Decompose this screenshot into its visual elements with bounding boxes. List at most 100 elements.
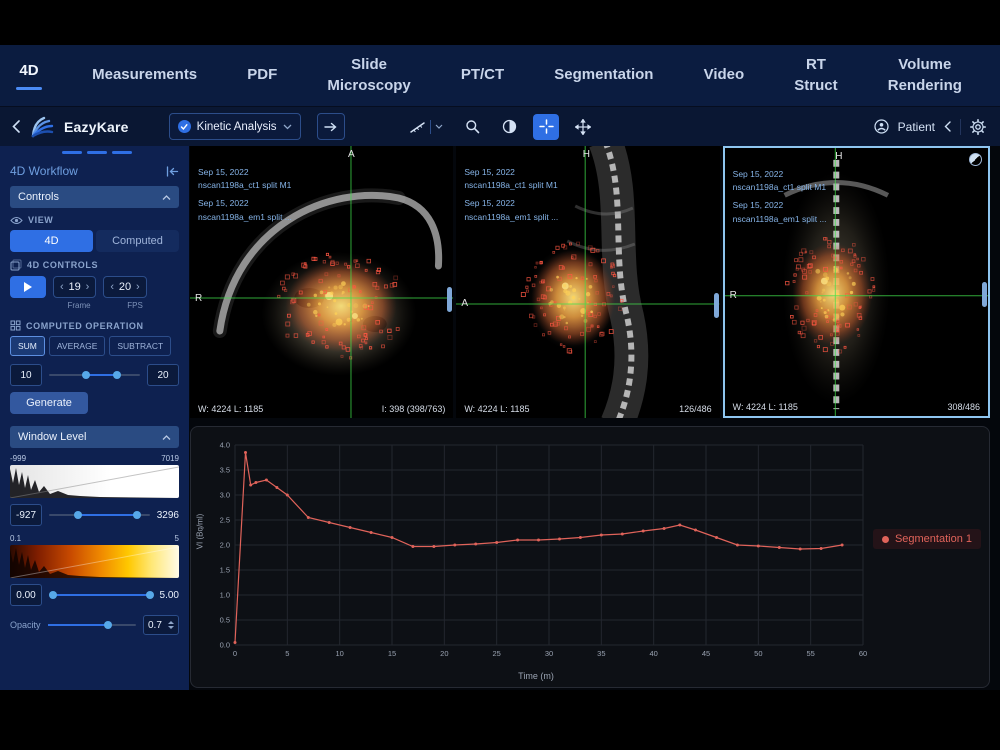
fps-stepper: ‹ 20 ›	[103, 276, 147, 298]
zoom-tool-button[interactable]	[459, 114, 485, 140]
view-mode-computed-button[interactable]: Computed	[96, 230, 179, 252]
crosshair-icon	[538, 119, 554, 134]
play-button[interactable]	[10, 276, 46, 298]
patient-info-icon[interactable]	[874, 119, 889, 134]
chart-x-axis-label: Time (m)	[518, 671, 554, 681]
fps-decrement-button[interactable]: ‹	[110, 281, 115, 293]
range-min-input[interactable]: 10	[10, 364, 42, 386]
pan-tool-button[interactable]	[570, 114, 596, 140]
fps-value[interactable]: 20	[118, 281, 132, 293]
frame-increment-button[interactable]: ›	[85, 281, 90, 293]
viewport-metadata: Sep 15, 2022 nscan1198a_ct1 split M1 Sep…	[732, 169, 827, 224]
orientation-marker-left: R	[729, 290, 737, 302]
slice-scrollbar[interactable]	[713, 292, 719, 318]
workflow-step-indicators	[62, 151, 179, 154]
pt-high-handle[interactable]	[146, 591, 155, 599]
crosshair-tool-button[interactable]	[533, 113, 559, 140]
back-chevron-icon[interactable]	[12, 120, 20, 133]
mpr-indicator-icon[interactable]	[968, 153, 982, 166]
svg-text:1.5: 1.5	[220, 566, 230, 575]
measure-tool-button[interactable]	[404, 114, 448, 140]
viewport-axial[interactable]: Sep 15, 2022 nscan1198a_ct1 split M1 Sep…	[190, 146, 454, 418]
viewport-coronal[interactable]: Sep 15, 2022 nscan1198a_ct1 split M1 Sep…	[722, 146, 990, 418]
patient-label[interactable]: Patient	[897, 119, 935, 134]
opacity-value[interactable]: 0.7	[148, 619, 162, 631]
generate-button[interactable]: Generate	[10, 392, 88, 414]
opacity-spinner[interactable]: 0.7	[143, 615, 179, 635]
svg-text:55: 55	[806, 649, 814, 658]
ct-high-handle[interactable]	[132, 511, 141, 519]
ct-window-low-input[interactable]: -927	[10, 504, 42, 526]
toolbar: EazyKare Kinetic Analysis	[0, 107, 1000, 146]
range-max-input[interactable]: 20	[147, 364, 179, 386]
tab-rt-struct[interactable]: RT Struct	[794, 56, 838, 94]
window-level-readout: W: 4224 L: 1185	[198, 404, 264, 414]
window-level-readout: W: 4224 L: 1185	[464, 404, 530, 414]
pt-window-high-value[interactable]: 5.00	[159, 589, 179, 601]
view-mode-4d-button[interactable]: 4D	[10, 230, 93, 252]
window-level-section-header[interactable]: Window Level	[10, 426, 179, 448]
medical-image-sagittal	[456, 146, 720, 418]
ct-histogram[interactable]	[10, 465, 179, 498]
subtract-button[interactable]: SUBTRACT	[109, 336, 172, 356]
tab-segmentation[interactable]: Segmentation	[554, 66, 654, 84]
workflow-select-value: Kinetic Analysis	[196, 120, 277, 133]
next-step-button[interactable]	[316, 113, 345, 140]
ct-window-slider[interactable]	[49, 509, 150, 521]
tab-4d[interactable]: 4D	[12, 61, 46, 89]
frame-decrement-button[interactable]: ‹	[60, 281, 64, 293]
time-activity-chart[interactable]: 0.0 0.5 1.0 1.5 2.0 2.5 3.0 3.5 4.0 0 5 10 15 20 25 30 3…	[205, 437, 873, 667]
workflow-select[interactable]: Kinetic Analysis	[168, 113, 301, 140]
opacity-decrement-icon[interactable]	[168, 626, 174, 629]
tab-slide-microscopy[interactable]: Slide Microscopy	[327, 56, 411, 94]
slice-scrollbar[interactable]	[981, 282, 987, 307]
ct-low-handle[interactable]	[74, 511, 83, 519]
frame-range-slider[interactable]	[49, 369, 140, 381]
collapse-sidebar-icon[interactable]	[166, 165, 179, 177]
tab-video[interactable]: Video	[703, 66, 745, 84]
medical-image-coronal	[724, 148, 988, 416]
opacity-handle[interactable]	[104, 621, 113, 629]
pt-window-low-input[interactable]: 0.00	[10, 584, 42, 606]
chart-y-axis-label: VI (Bq/ml)	[195, 513, 205, 550]
tab-volume-rendering[interactable]: Volume Rendering	[887, 56, 962, 94]
svg-text:25: 25	[492, 649, 500, 658]
view-label: VIEW	[28, 215, 54, 225]
collapse-panel-chevron-icon[interactable]	[944, 121, 951, 132]
invert-tool-button[interactable]	[496, 114, 522, 140]
sum-button[interactable]: SUM	[10, 336, 45, 356]
settings-gear-icon[interactable]	[970, 118, 986, 135]
svg-text:15: 15	[388, 649, 396, 658]
orientation-marker-top: H	[582, 149, 590, 160]
svg-text:40: 40	[649, 649, 657, 658]
slice-index-readout: I: 398 (398/763)	[381, 404, 446, 414]
slice-scrollbar[interactable]	[447, 287, 453, 313]
opacity-slider[interactable]	[47, 619, 136, 631]
viewport-sagittal[interactable]: Sep 15, 2022 nscan1198a_ct1 split M1 Sep…	[456, 146, 720, 418]
chevron-down-icon	[283, 124, 292, 129]
frame-range-row: 10 20	[10, 364, 179, 386]
opacity-increment-icon[interactable]	[168, 621, 174, 624]
frame-value[interactable]: 19	[68, 281, 81, 293]
pt-window-slider[interactable]	[49, 589, 155, 601]
chart-legend[interactable]: Segmentation 1	[872, 529, 981, 549]
pt-histogram[interactable]	[10, 545, 179, 578]
average-button[interactable]: AVERAGE	[48, 336, 106, 356]
pt-window-row: 0.00 5.00	[10, 584, 179, 606]
orientation-marker-top: A	[347, 149, 355, 160]
svg-text:1.0: 1.0	[220, 591, 230, 600]
slice-index-readout: 126/486	[679, 404, 712, 414]
tab-pdf[interactable]: PDF	[247, 66, 278, 84]
range-low-handle[interactable]	[81, 371, 90, 379]
medical-image-axial	[190, 146, 454, 418]
ct-window-high-value[interactable]: 3296	[156, 509, 179, 521]
controls-section-header[interactable]: Controls	[10, 186, 179, 208]
fps-increment-button[interactable]: ›	[136, 281, 140, 293]
pt-low-handle[interactable]	[49, 591, 57, 599]
tab-measurements[interactable]: Measurements	[92, 66, 198, 84]
ct-window-row: -927 3296	[10, 504, 179, 526]
tab-ptct[interactable]: PT/CT	[460, 66, 505, 84]
svg-text:30: 30	[545, 649, 553, 658]
range-high-handle[interactable]	[112, 371, 121, 379]
